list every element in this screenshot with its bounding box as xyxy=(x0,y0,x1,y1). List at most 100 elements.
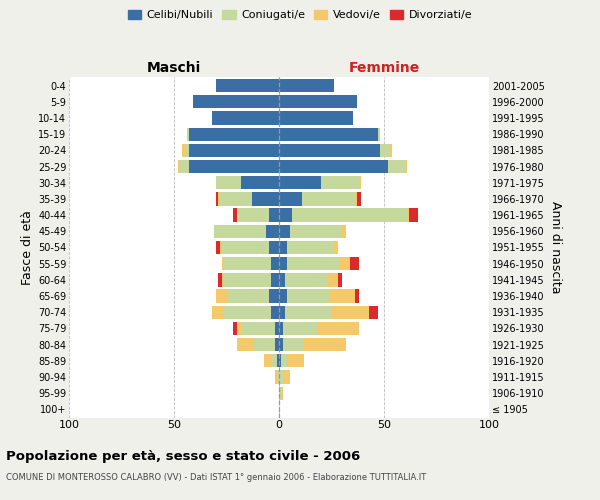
Bar xyxy=(216,290,227,302)
Bar xyxy=(224,273,271,286)
Bar xyxy=(223,257,224,270)
Bar xyxy=(241,322,275,335)
Bar xyxy=(189,160,279,173)
Bar xyxy=(182,144,185,157)
Bar xyxy=(356,192,361,205)
Legend: Celibi/Nubili, Coniugati/e, Vedovi/e, Divorziati/e: Celibi/Nubili, Coniugati/e, Vedovi/e, Di… xyxy=(124,6,476,25)
Bar xyxy=(292,208,407,222)
Bar xyxy=(279,208,292,222)
Bar xyxy=(181,160,189,173)
Bar xyxy=(405,160,407,173)
Bar xyxy=(390,144,392,157)
Bar xyxy=(187,128,189,141)
Bar xyxy=(252,192,279,205)
Bar xyxy=(281,354,287,368)
Bar xyxy=(185,144,189,157)
Bar xyxy=(279,95,356,108)
Bar xyxy=(266,224,279,238)
Bar xyxy=(212,306,224,319)
Bar xyxy=(279,257,287,270)
Bar xyxy=(216,192,218,205)
Text: COMUNE DI MONTEROSSO CALABRO (VV) - Dati ISTAT 1° gennaio 2006 - Elaborazione TU: COMUNE DI MONTEROSSO CALABRO (VV) - Dati… xyxy=(6,472,426,482)
Y-axis label: Anni di nascita: Anni di nascita xyxy=(549,201,562,294)
Bar xyxy=(279,160,388,173)
Bar xyxy=(287,354,304,368)
Bar xyxy=(220,192,252,205)
Bar xyxy=(409,208,418,222)
Bar xyxy=(218,192,220,205)
Bar xyxy=(237,208,269,222)
Bar xyxy=(283,370,290,384)
Bar xyxy=(369,306,378,319)
Bar xyxy=(193,95,279,108)
Bar xyxy=(275,338,279,351)
Bar xyxy=(277,370,279,384)
Bar xyxy=(216,241,220,254)
Bar xyxy=(283,322,317,335)
Text: Femmine: Femmine xyxy=(349,61,419,75)
Bar xyxy=(233,208,237,222)
Bar xyxy=(189,144,279,157)
Bar xyxy=(271,306,279,319)
Bar xyxy=(279,128,378,141)
Bar xyxy=(233,322,237,335)
Bar xyxy=(265,354,271,368)
Bar xyxy=(279,241,287,254)
Bar xyxy=(279,370,283,384)
Bar xyxy=(189,128,279,141)
Bar xyxy=(224,257,271,270)
Bar xyxy=(340,257,350,270)
Bar xyxy=(269,241,279,254)
Bar xyxy=(304,338,346,351)
Bar xyxy=(342,224,346,238)
Bar xyxy=(241,176,279,190)
Bar xyxy=(338,273,342,286)
Bar xyxy=(334,241,338,254)
Bar xyxy=(380,144,390,157)
Text: Maschi: Maschi xyxy=(147,61,201,75)
Bar xyxy=(355,192,357,205)
Bar xyxy=(224,306,271,319)
Bar xyxy=(378,128,380,141)
Bar xyxy=(355,290,359,302)
Bar xyxy=(279,112,353,124)
Bar xyxy=(317,322,359,335)
Bar xyxy=(286,273,328,286)
Bar xyxy=(237,322,241,335)
Y-axis label: Fasce di età: Fasce di età xyxy=(20,210,34,285)
Bar xyxy=(279,290,287,302)
Bar xyxy=(287,290,329,302)
Bar xyxy=(281,386,283,400)
Bar xyxy=(254,338,275,351)
Bar xyxy=(279,79,334,92)
Bar xyxy=(279,176,321,190)
Bar xyxy=(329,290,355,302)
Bar xyxy=(277,354,279,368)
Bar xyxy=(279,354,281,368)
Bar xyxy=(279,224,290,238)
Bar xyxy=(350,257,359,270)
Bar xyxy=(290,224,342,238)
Bar xyxy=(269,208,279,222)
Bar xyxy=(227,290,269,302)
Bar xyxy=(275,322,279,335)
Bar xyxy=(271,354,277,368)
Bar xyxy=(279,306,286,319)
Bar xyxy=(279,144,380,157)
Bar xyxy=(223,273,224,286)
Bar xyxy=(286,306,331,319)
Bar xyxy=(279,322,283,335)
Bar xyxy=(283,338,304,351)
Bar xyxy=(321,176,359,190)
Bar xyxy=(271,257,279,270)
Bar xyxy=(359,176,361,190)
Bar xyxy=(271,273,279,286)
Bar xyxy=(269,290,279,302)
Bar xyxy=(331,306,370,319)
Bar xyxy=(287,241,334,254)
Bar xyxy=(220,241,223,254)
Bar xyxy=(287,257,340,270)
Bar xyxy=(216,79,279,92)
Bar xyxy=(279,386,281,400)
Bar xyxy=(212,112,279,124)
